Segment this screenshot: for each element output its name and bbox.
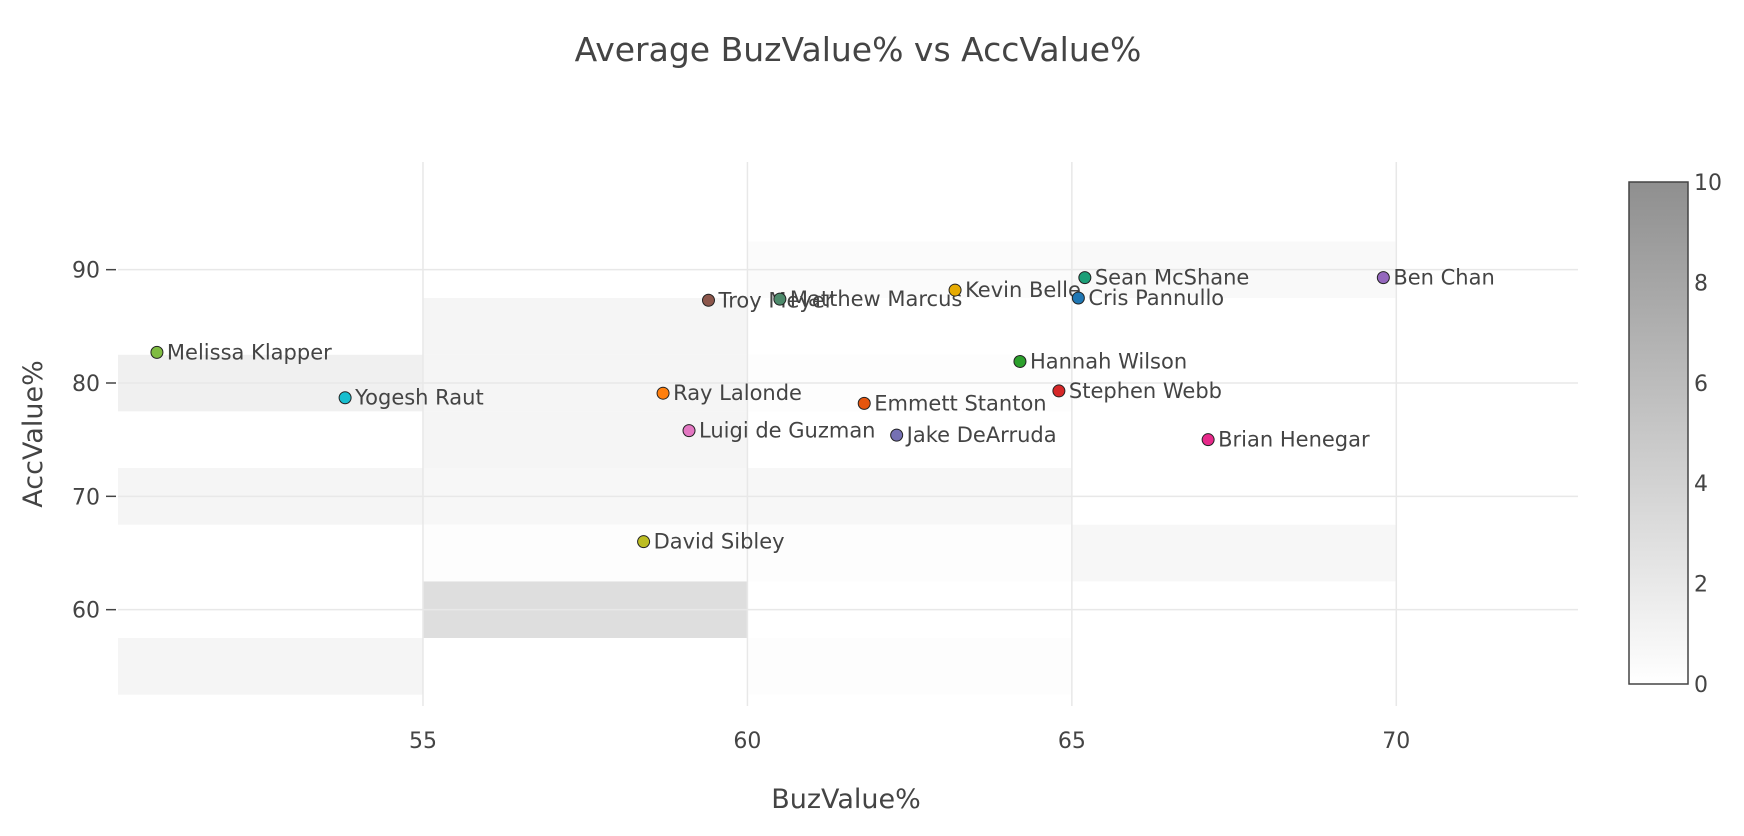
colorbar-ticks: 0 2 4 6 8 10: [1694, 171, 1722, 698]
y-tick-label: 80: [72, 372, 100, 397]
point-label: Stephen Webb: [1069, 379, 1222, 403]
x-axis-ticks: 55 60 65 70: [409, 729, 1410, 754]
heatmap-cell: [1396, 411, 1578, 468]
scatter-point: [1078, 271, 1092, 285]
x-axis-title: BuzValue%: [771, 784, 921, 815]
point-label: Hannah Wilson: [1030, 349, 1187, 373]
y-tick-label: 60: [72, 599, 100, 624]
colorbar-tick-label: 2: [1694, 573, 1708, 598]
point-label: Cris Pannullo: [1088, 286, 1224, 310]
y-axis-ticks: 60 70 80 90: [72, 259, 116, 624]
heatmap-cell: [118, 524, 423, 582]
heatmap-cell: [1071, 298, 1397, 355]
heatmap-cell: [1396, 298, 1578, 355]
heatmap-cell: [747, 184, 1072, 242]
heatmap-cell: [747, 524, 1072, 582]
chart-title: Average BuzValue% vs AccValue%: [575, 30, 1142, 69]
point-label: David Sibley: [654, 530, 785, 554]
point-label: Ben Chan: [1393, 266, 1494, 290]
point-label: Jake DeArruda: [905, 423, 1057, 447]
scatter-point: [637, 535, 651, 549]
point-label: Brian Henegar: [1218, 428, 1370, 452]
colorbar-tick-label: 8: [1694, 271, 1708, 296]
point-label: Sean McShane: [1095, 266, 1250, 290]
scatter-point: [948, 283, 962, 297]
heatmap-cell: [422, 638, 748, 695]
scatter-point: [773, 292, 787, 306]
colorbar-tick-label: 0: [1694, 673, 1708, 698]
grid-lines: [118, 162, 1578, 706]
scatter-point: [1013, 354, 1027, 368]
heatmap-cell: [422, 184, 748, 242]
heatmap-cell: [422, 298, 748, 355]
scatter-point: [857, 396, 871, 410]
point-label: Emmett Stanton: [874, 391, 1046, 415]
colorbar-tick-label: 6: [1694, 372, 1708, 397]
colorbar: [1628, 181, 1689, 685]
point-label: Luigi de Guzman: [699, 419, 875, 443]
scatter-point: [682, 424, 696, 438]
point-label: Kevin Belle: [965, 278, 1081, 302]
scatter-point: [1201, 433, 1215, 447]
scatter-point: [890, 428, 904, 442]
scatter-point: [1071, 291, 1085, 305]
scatter-point: [656, 386, 670, 400]
point-label: Yogesh Raut: [354, 386, 484, 410]
y-axis-title: AccValue%: [18, 360, 49, 508]
heatmap-cell: [1396, 638, 1578, 695]
heatmap-cell: [422, 411, 748, 468]
y-tick-label: 70: [72, 485, 100, 510]
x-tick-label: 55: [409, 729, 437, 754]
scatter-point: [1376, 271, 1390, 285]
point-label: Melissa Klapper: [167, 340, 332, 364]
heatmap-cell: [1071, 524, 1397, 582]
heatmap-cell: [747, 298, 1072, 355]
heatmap-cell: [747, 411, 1072, 468]
y-tick-label: 90: [72, 259, 100, 284]
heatmap-cell: [118, 411, 423, 468]
x-tick-label: 60: [733, 729, 761, 754]
scatter-point: [338, 391, 352, 405]
heatmap-cell: [1396, 184, 1578, 242]
heatmap-cell: [422, 524, 748, 582]
point-label: Matthew Marcus: [790, 287, 963, 311]
scatter-point: [1052, 384, 1066, 398]
scatter-point: [701, 293, 715, 307]
point-label: Ray Lalonde: [673, 381, 802, 405]
colorbar-tick-label: 10: [1694, 171, 1722, 196]
heatmap-cell: [1071, 638, 1397, 695]
heatmap-cell: [118, 184, 423, 242]
x-tick-label: 65: [1058, 729, 1086, 754]
heatmap-cell: [118, 638, 423, 695]
x-tick-label: 70: [1382, 729, 1410, 754]
heatmap-cell: [747, 638, 1072, 695]
heatmap-cell: [1071, 411, 1397, 468]
heatmap-cell: [1071, 184, 1397, 242]
scatter-point: [150, 345, 164, 359]
colorbar-tick-label: 4: [1694, 472, 1708, 497]
heatmap-cell: [118, 298, 423, 355]
heatmap-cell: [1396, 524, 1578, 582]
